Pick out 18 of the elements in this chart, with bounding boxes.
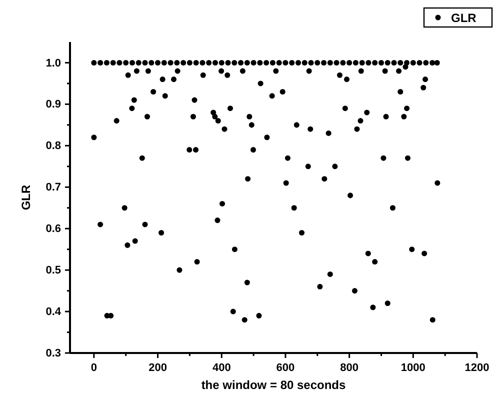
y-tick-label: 0.3 [46,348,61,360]
x-tick-label: 200 [148,362,167,374]
x-tick-label: 400 [212,362,231,374]
x-axis-title: the window = 80 seconds [201,378,346,392]
x-tick-label: 1000 [400,362,426,374]
y-tick-label: 0.7 [46,182,61,194]
y-tick-label: 1.0 [46,57,61,70]
y-axis-title: GLR [19,184,33,210]
x-tick-label: 800 [340,362,358,374]
legend-label: GLR [451,11,477,25]
y-tick-label: 0.5 [46,264,61,277]
y-tick-label: 0.9 [46,98,61,111]
y-tick-label: 0.8 [46,140,61,152]
x-tick-label: 1200 [464,362,490,374]
y-tick-label: 0.4 [46,306,62,318]
x-tick-label: 600 [276,362,295,374]
x-tick-label: 0 [90,362,98,374]
y-tick-label: 0.6 [46,223,61,236]
